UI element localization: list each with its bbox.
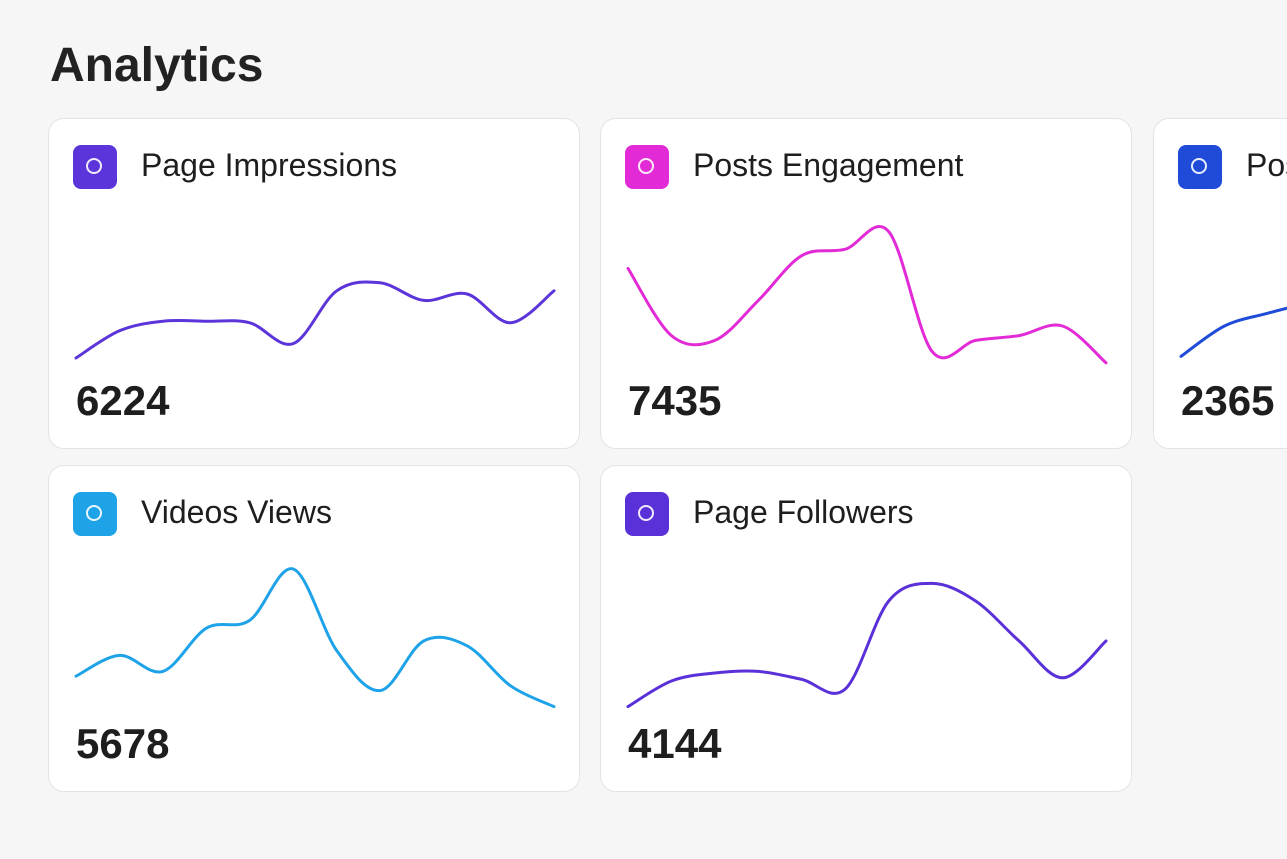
card-value: 5678: [76, 720, 170, 767]
sparkline: [74, 567, 556, 709]
card-title: Page Followers: [693, 494, 914, 530]
card-value: 4144: [628, 720, 722, 767]
card-icon: [1178, 145, 1222, 189]
metric-card: Posts Engagement 7435: [600, 118, 1132, 449]
sparkline: [74, 280, 556, 360]
sparkline: [1179, 306, 1287, 358]
card-value: 2365: [1181, 377, 1275, 424]
card-title: Videos Views: [141, 494, 332, 530]
icon-glyph: [86, 505, 102, 521]
card-title: Posts Engagement: [693, 147, 964, 183]
icon-glyph: [638, 505, 654, 521]
metric-card: Videos Views 5678: [48, 465, 580, 792]
card-icon: [625, 492, 669, 536]
icon-glyph: [1191, 158, 1207, 174]
page-title: Analytics: [50, 39, 264, 92]
card-value: 7435: [628, 377, 722, 424]
icon-glyph: [86, 158, 102, 174]
card-value: 6224: [76, 377, 170, 424]
trend-line: [626, 225, 1108, 365]
metric-card: Page Followers 4144: [600, 465, 1132, 792]
trend-line: [74, 567, 556, 709]
card-icon: [73, 492, 117, 536]
trend-line: [74, 280, 556, 360]
icon-glyph: [638, 158, 654, 174]
metric-card: Post 2365: [1153, 118, 1287, 449]
card-icon: [625, 145, 669, 189]
trend-line: [1179, 306, 1287, 358]
sparkline: [626, 581, 1108, 709]
sparkline: [626, 225, 1108, 365]
trend-line: [626, 581, 1108, 709]
metric-card: Page Impressions 6224: [48, 118, 580, 449]
card-title: Page Impressions: [141, 147, 398, 183]
card-title: Post: [1246, 147, 1287, 183]
card-icon: [73, 145, 117, 189]
